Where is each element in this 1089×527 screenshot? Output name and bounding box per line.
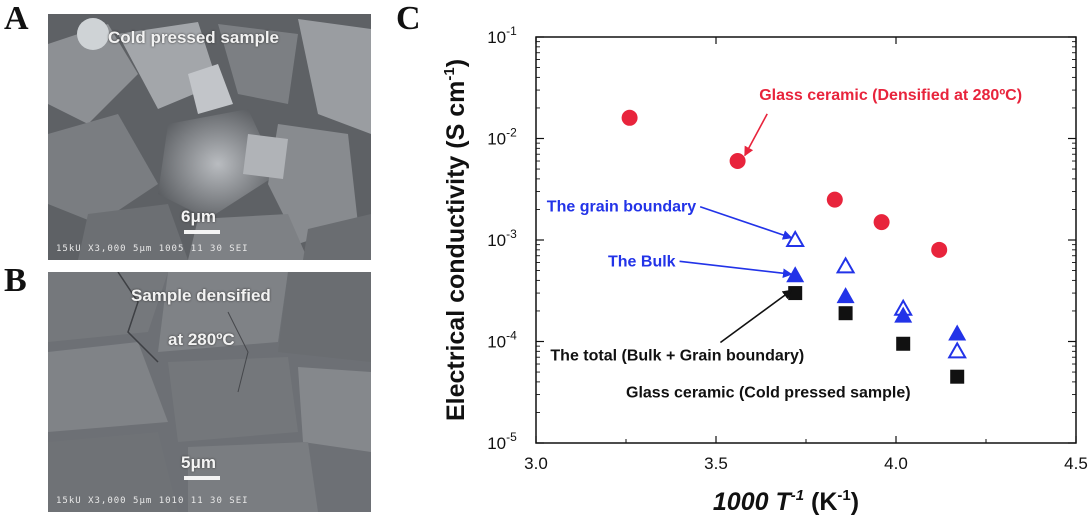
x-tick-label: 3.5: [704, 454, 728, 473]
annotation-label: Glass ceramic (Cold pressed sample): [626, 385, 911, 402]
data-point-series3: [788, 286, 803, 301]
data-point-series3: [950, 369, 965, 384]
scale-bar-b: [184, 476, 220, 480]
conductivity-chart: 3.0 3.5 4.0 4.5 10-1 10-2 10-3 10-4 10-5 1000 T-1…: [441, 24, 1088, 516]
sem-caption-b-line2: at 280ºC: [168, 330, 235, 349]
x-tick-label: 4.5: [1064, 454, 1088, 473]
annotation-label: The Bulk: [608, 253, 676, 270]
sem-image-densified: Sample densified at 280ºC 5μm 15kU X3,00…: [48, 272, 371, 512]
annotation-arrow: [679, 260, 793, 279]
data-point-series0: [873, 214, 890, 231]
y-axis-label: Electrical conductivity (S cm-1): [441, 59, 470, 421]
sem-caption-a: Cold pressed sample: [108, 28, 280, 47]
data-point-series0: [826, 191, 843, 208]
sem-caption-b-line1: Sample densified: [131, 286, 271, 305]
data-point-series2: [894, 306, 913, 323]
data-point-series2: [786, 266, 805, 283]
data-point-series0: [729, 153, 746, 170]
y-tick-label: 10-4: [487, 329, 517, 352]
sem-texture-b: [48, 272, 371, 512]
annotation-arrow: [699, 205, 793, 240]
data-point-series3: [838, 306, 853, 321]
scale-bar-a: [184, 230, 220, 234]
data-point-series2: [836, 287, 855, 304]
data-point-series2: [948, 324, 967, 341]
x-tick-label: 3.0: [524, 454, 548, 473]
data-point-series0: [931, 241, 948, 258]
sem-footer-a: 15kU X3,000 5μm 1005 11 30 SEI: [56, 244, 249, 254]
data-point-series1: [785, 229, 805, 247]
x-tick-label: 4.0: [884, 454, 908, 473]
y-tick-label: 10-1: [487, 24, 517, 47]
panel-letter-a: A: [4, 0, 29, 37]
annotation-label: Glass ceramic (Densified at 280ºC): [759, 87, 1022, 104]
y-tick-label: 10-5: [487, 430, 517, 453]
annotation-arrow: [719, 289, 793, 344]
annotation-label: The grain boundary: [547, 199, 696, 216]
data-point-series3: [896, 336, 911, 351]
data-point-series1: [947, 341, 967, 359]
annotation-arrow: [744, 113, 768, 157]
annotation-label: The total (Bulk + Grain boundary): [550, 347, 804, 364]
panel-letter-b: B: [4, 262, 27, 299]
x-axis-label: 1000 T-1 (K-1): [713, 487, 859, 516]
y-tick-label: 10-2: [487, 126, 517, 149]
panel-letter-c: C: [396, 0, 421, 37]
sem-footer-b: 15kU X3,000 5μm 1010 11 30 SEI: [56, 496, 249, 506]
sem-image-cold-pressed: Cold pressed sample 6μm 15kU X3,000 5μm …: [48, 14, 371, 260]
scale-label-b: 5μm: [181, 453, 216, 472]
sem-texture-a: [48, 14, 371, 260]
data-point-series1: [835, 256, 856, 274]
data-point-series0: [621, 109, 638, 126]
scale-label-a: 6μm: [181, 207, 216, 226]
y-tick-label: 10-3: [487, 227, 517, 250]
